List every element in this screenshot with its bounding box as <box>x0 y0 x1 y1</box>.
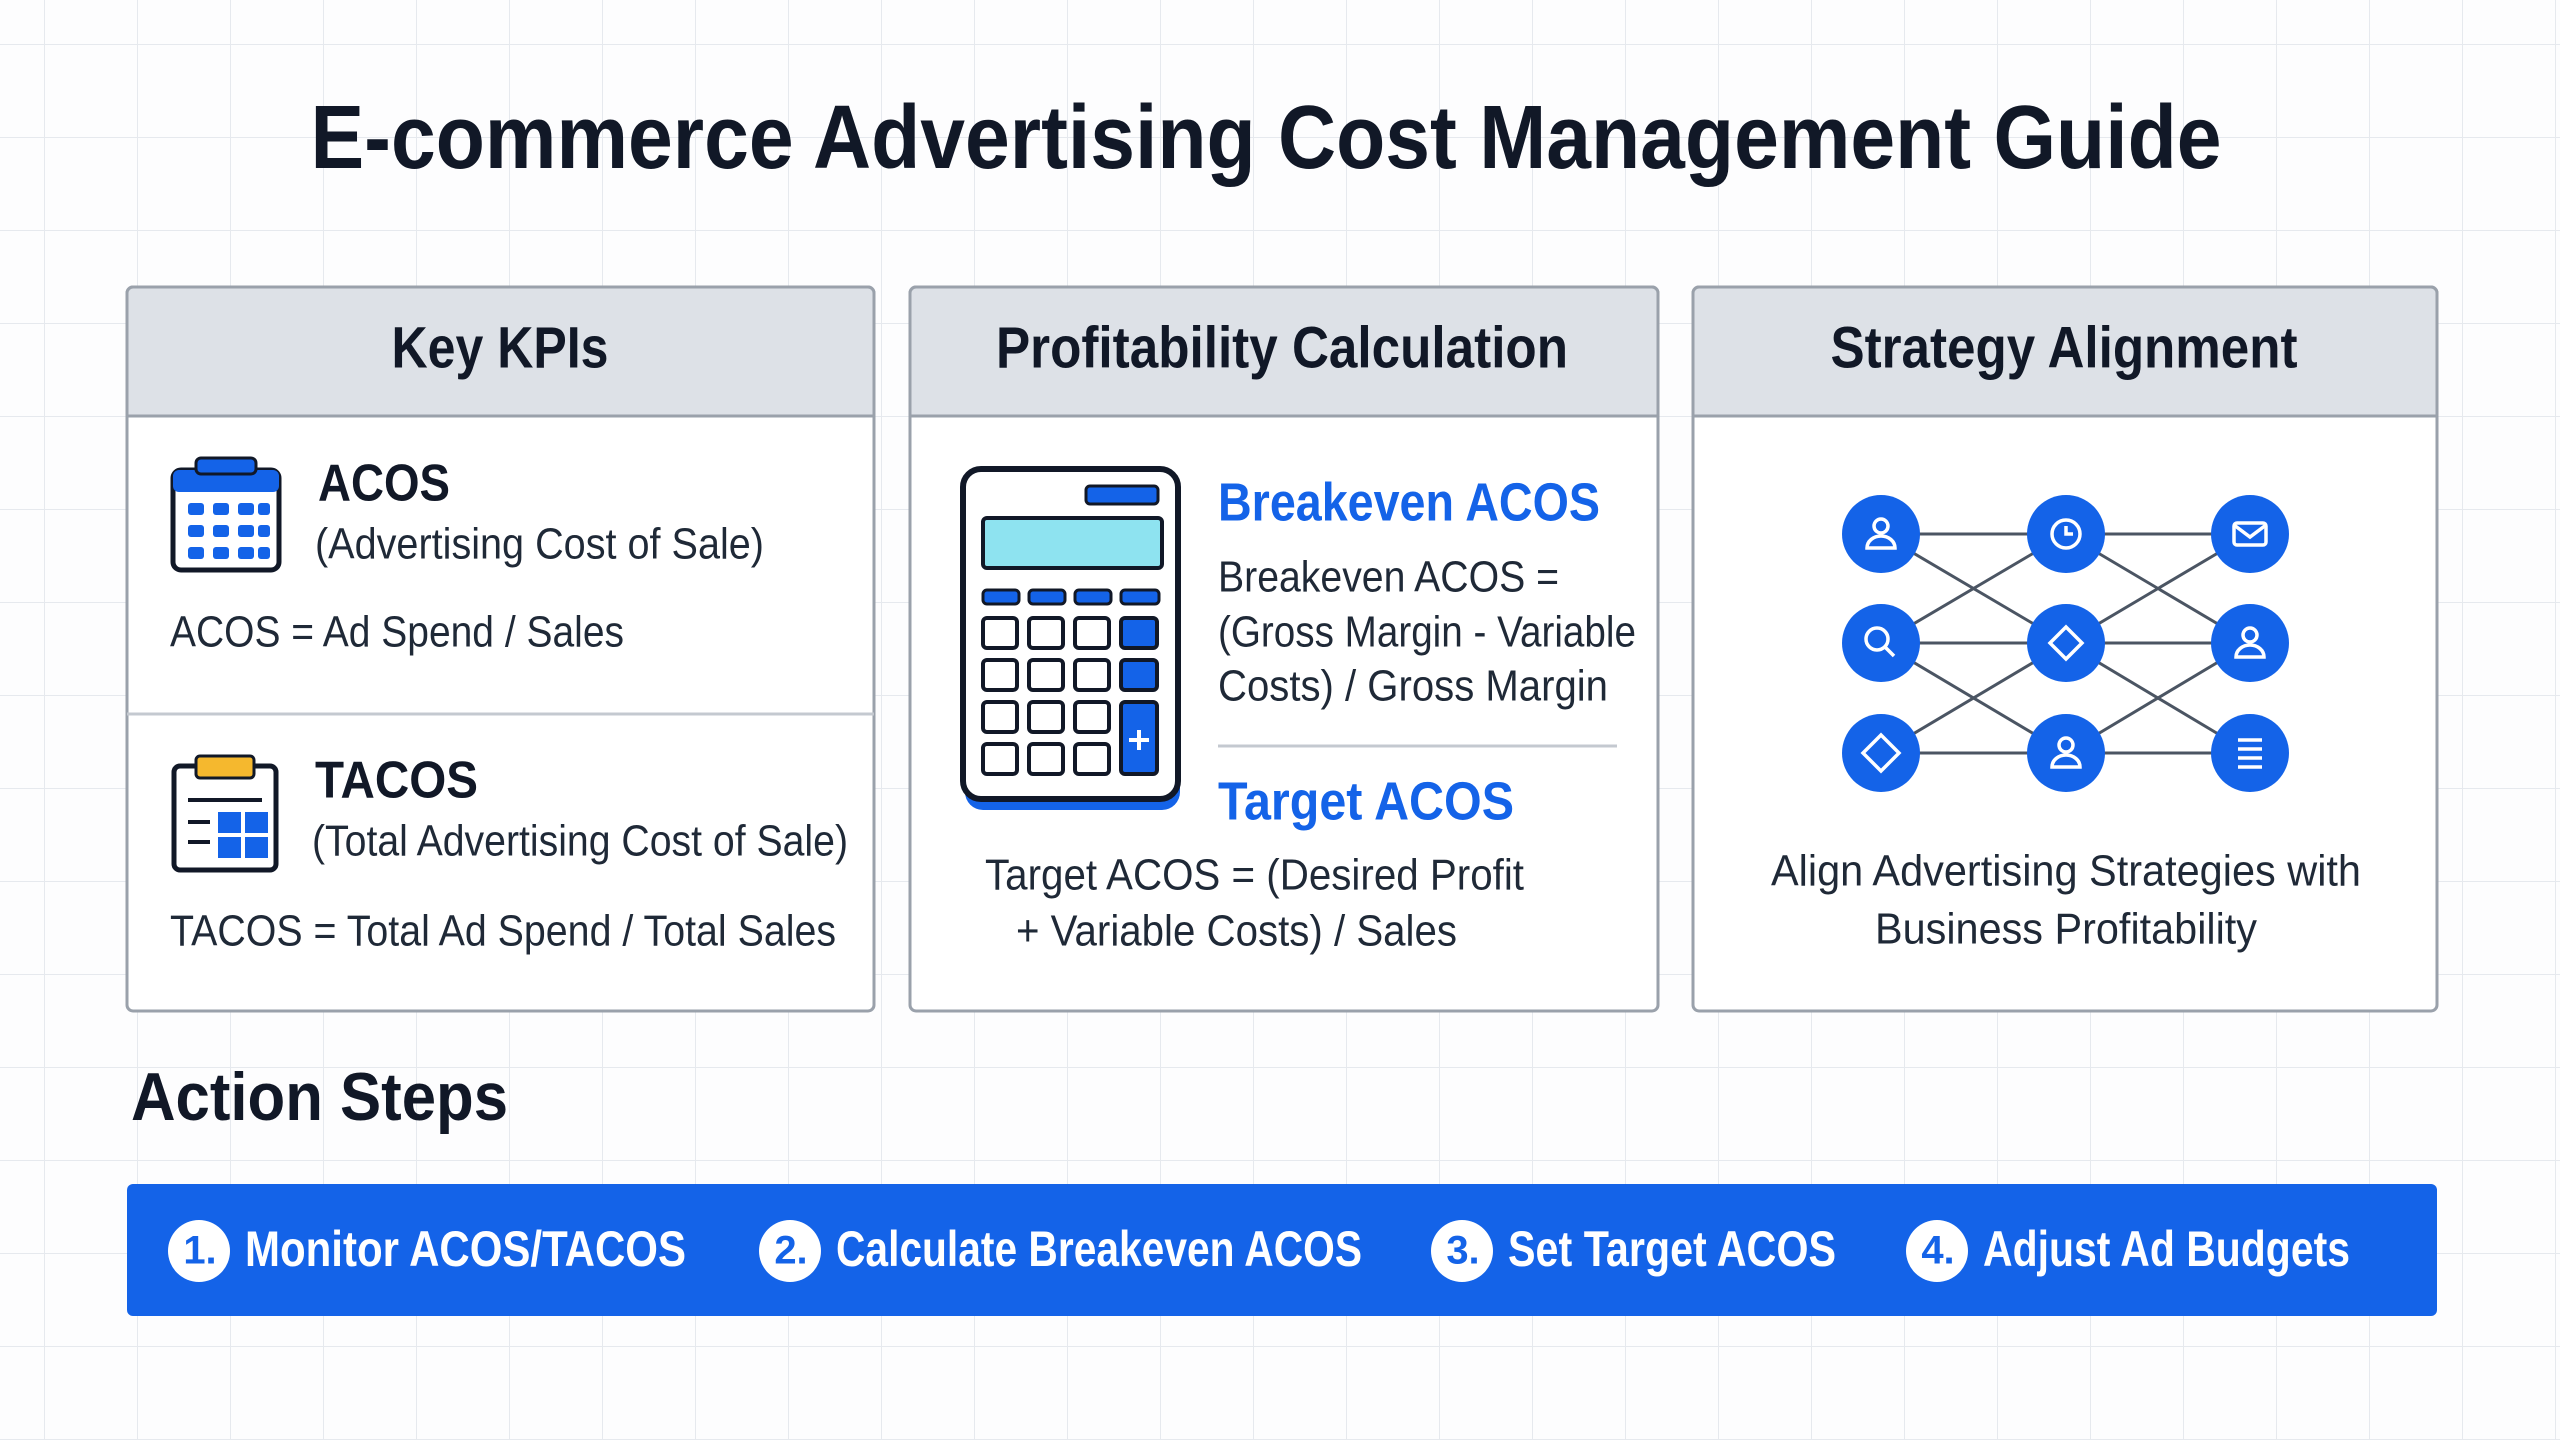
calculator-icon <box>960 466 1181 810</box>
calendar-icon <box>170 456 282 573</box>
panel-title: Strategy Alignment <box>1831 315 2298 380</box>
kpi-subtitle: (Advertising Cost of Sale) <box>315 520 764 569</box>
formula-line: Breakeven ACOS = <box>1218 553 1559 602</box>
network-diagram <box>1842 495 2289 792</box>
steps: 1. Monitor ACOS/TACOS 2. Calculate Breakeve… <box>168 1220 2350 1282</box>
kpi-formula: TACOS = Total Ad Spend / Total Sales <box>170 907 836 956</box>
step-badge <box>759 1220 821 1282</box>
caption-line: Business Profitability <box>1875 905 2257 954</box>
step-number: 4. <box>1921 1229 1954 1273</box>
kpi-name: ACOS <box>318 455 450 513</box>
caption-line: Align Advertising Strategies with <box>1771 847 2361 896</box>
step-badge <box>1906 1220 1968 1282</box>
step-text: Monitor ACOS/TACOS <box>245 1221 686 1277</box>
panel-strategy: Strategy Alignment <box>1691 285 2439 1013</box>
step-badge <box>1431 1220 1493 1282</box>
title: E-commerce Advertising Cost Management G… <box>311 88 2222 188</box>
panel-title: Key KPIs <box>392 315 609 380</box>
kpi-name: TACOS <box>315 752 478 810</box>
formula-line: Target ACOS = (Desired Profit <box>985 851 1524 900</box>
step-number: 1. <box>183 1229 216 1273</box>
step-badge <box>168 1220 230 1282</box>
panel-profitability: Profitability Calculation Breakeven ACOS… <box>908 285 1660 1013</box>
kpi-formula: ACOS = Ad Spend / Sales <box>170 608 624 657</box>
steps-bar <box>127 1184 2437 1316</box>
formula-line: Costs) / Gross Margin <box>1218 662 1608 711</box>
panel-title: Profitability Calculation <box>996 315 1568 380</box>
step-text: Calculate Breakeven ACOS <box>836 1221 1362 1277</box>
step-number: 3. <box>1446 1229 1479 1273</box>
section-title: Action Steps <box>131 1059 508 1135</box>
formula-line: (Gross Margin - Variable <box>1218 608 1636 657</box>
kpi-subtitle: (Total Advertising Cost of Sale) <box>312 817 848 866</box>
metric-name: Breakeven ACOS <box>1218 472 1600 532</box>
step-number: 2. <box>774 1229 807 1273</box>
formula-line: + Variable Costs) / Sales <box>1016 907 1457 956</box>
step-text: Adjust Ad Budgets <box>1983 1221 2350 1277</box>
panel-key-kpis: Key KPIs ACOS (Advertising Cost of Sale)… <box>125 285 876 1013</box>
step-text: Set Target ACOS <box>1508 1221 1836 1277</box>
document-icon <box>171 754 279 873</box>
metric-name: Target ACOS <box>1218 771 1514 831</box>
